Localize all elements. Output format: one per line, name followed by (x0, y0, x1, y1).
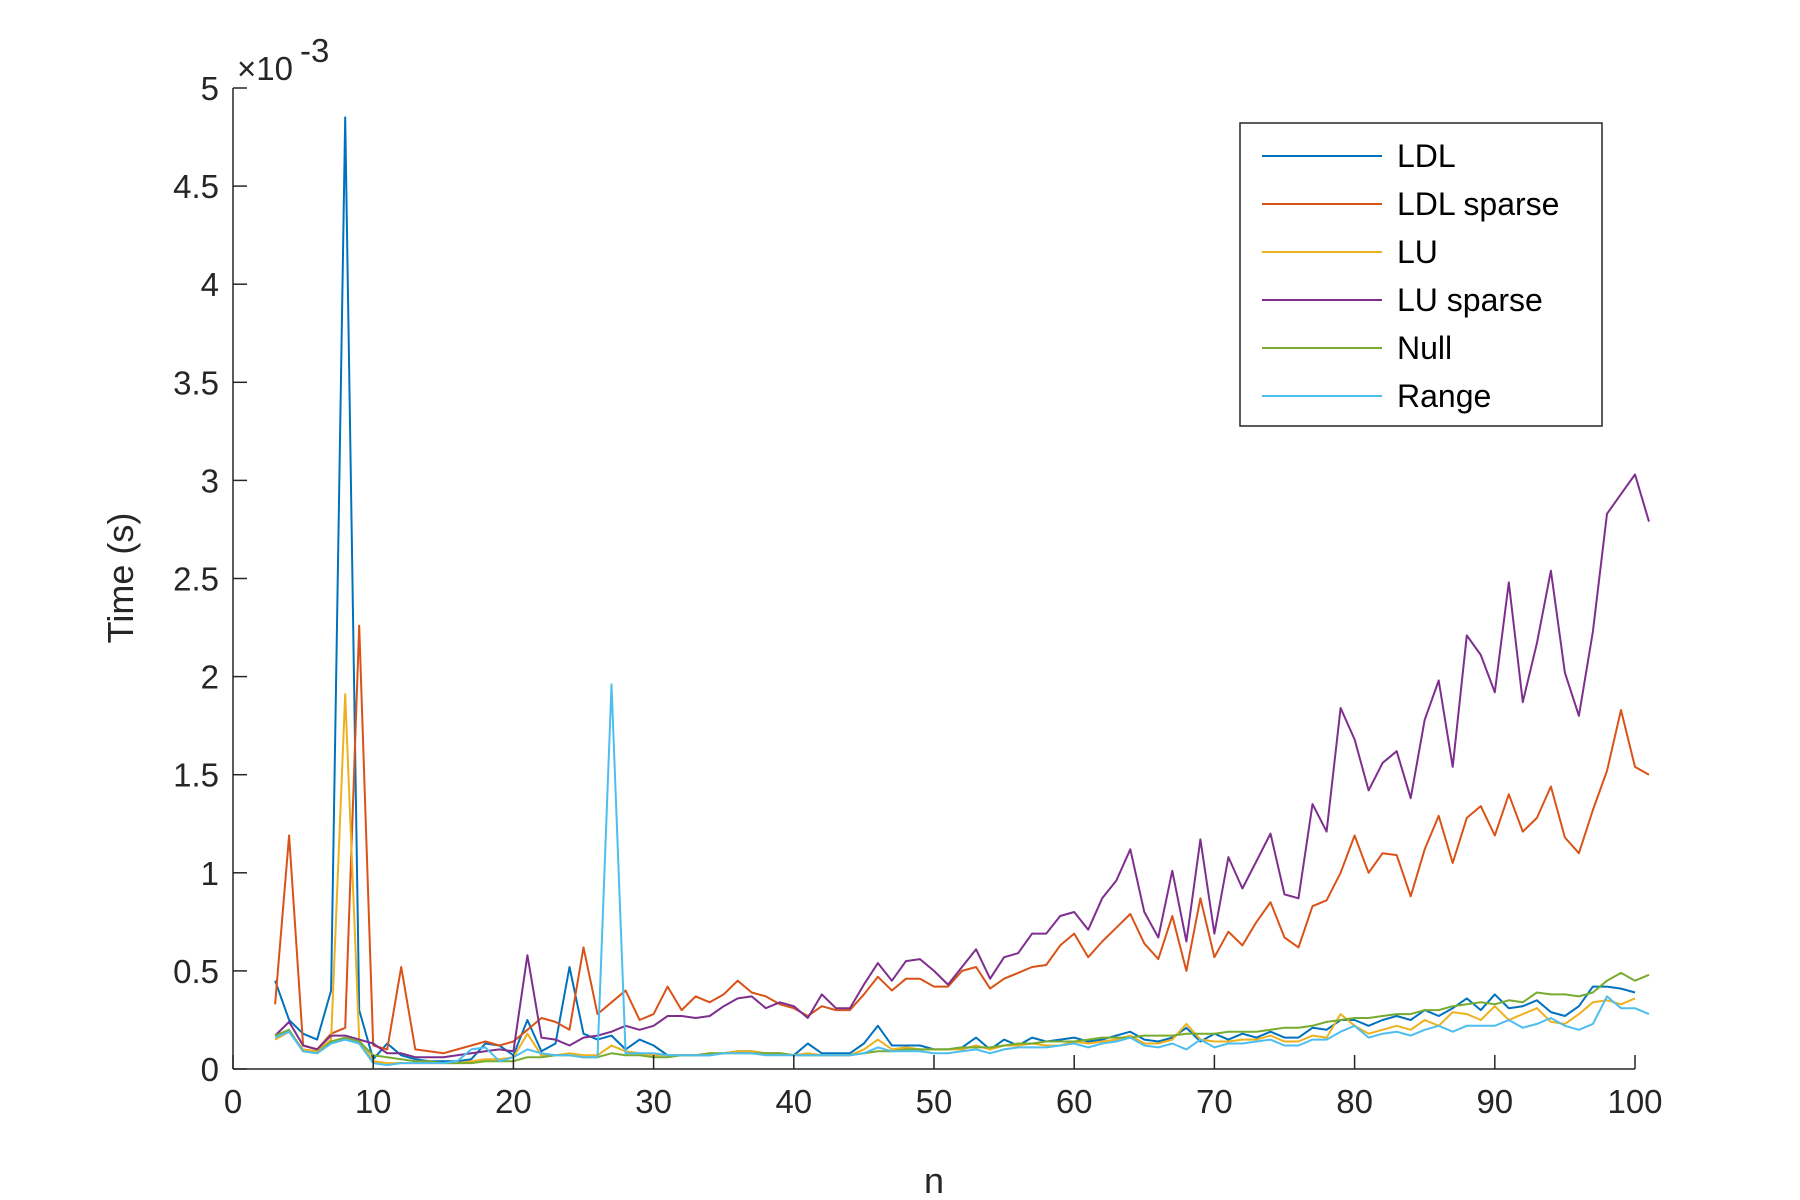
y-exponent-times: ×10 (237, 50, 293, 87)
y-tick-label: 2 (201, 659, 219, 696)
ticks-layer: 0 10 20 30 40 50 60 70 80 90 100 0 0.5 1 1.5 2 2.5 3 3.5 4 4… (173, 70, 1662, 1120)
legend-label: Range (1397, 378, 1491, 414)
x-tick-label: 80 (1336, 1083, 1373, 1120)
y-tick-label: 1.5 (173, 757, 219, 794)
x-tick-label: 40 (775, 1083, 812, 1120)
y-tick-label: 0 (201, 1051, 219, 1088)
legend[interactable]: LDL LDL sparse LU LU sparse Null Range (1239, 122, 1603, 427)
y-tick-label: 3.5 (173, 364, 219, 401)
x-tick-label: 100 (1607, 1083, 1662, 1120)
legend-label: LDL sparse (1397, 186, 1559, 222)
y-tick-label: 1 (201, 855, 219, 892)
x-tick-label: 0 (224, 1083, 242, 1120)
y-tick-label: 4.5 (173, 168, 219, 205)
x-tick-label: 10 (355, 1083, 392, 1120)
legend-label: LDL (1397, 138, 1456, 174)
y-tick-label: 0.5 (173, 953, 219, 990)
y-tick-label: 4 (201, 266, 219, 303)
legend-item-range[interactable]: Range (1262, 378, 1491, 414)
x-tick-label: 30 (635, 1083, 672, 1120)
legend-item-null[interactable]: Null (1262, 330, 1452, 366)
legend-label: Null (1397, 330, 1452, 366)
x-tick-label: 60 (1056, 1083, 1093, 1120)
x-tick-label: 70 (1196, 1083, 1233, 1120)
series-layer (274, 116, 1650, 1067)
legend-box (1239, 122, 1603, 427)
y-tick-label: 3 (201, 462, 219, 499)
legend-label: LU sparse (1397, 282, 1543, 318)
y-tick-label: 2.5 (173, 561, 219, 598)
series-line-null (274, 971, 1650, 1065)
legend-label: LU (1397, 234, 1438, 270)
y-exponent: -3 (300, 32, 329, 69)
legend-items: LDL LDL sparse LU LU sparse Null Range (1262, 138, 1559, 414)
series-line-ldl-sparse (274, 624, 1650, 1055)
legend-item-lu-sparse[interactable]: LU sparse (1262, 282, 1543, 318)
series-line-range (274, 683, 1650, 1067)
legend-item-ldl-sparse[interactable]: LDL sparse (1262, 186, 1559, 222)
x-tick-label: 50 (916, 1083, 953, 1120)
y-tick-label: 5 (201, 70, 219, 107)
legend-item-ldl[interactable]: LDL (1262, 138, 1456, 174)
x-tick-label: 20 (495, 1083, 532, 1120)
x-tick-label: 90 (1476, 1083, 1513, 1120)
series-line-lu-sparse (274, 473, 1650, 1059)
y-axis-label: Time (s) (100, 513, 141, 644)
legend-item-lu[interactable]: LU (1262, 234, 1438, 270)
x-axis-label: n (924, 1160, 944, 1200)
